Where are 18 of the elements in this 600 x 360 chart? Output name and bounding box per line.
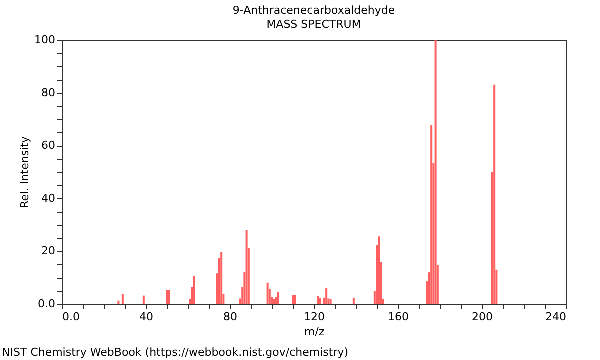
y-tick-label: 60 <box>42 139 56 152</box>
y-axis-title: Rel. Intensity <box>18 136 32 208</box>
x-tick-label: 160 <box>388 310 409 324</box>
x-tick-label: 40 <box>140 310 154 324</box>
x-tick-label: 0.0 <box>62 310 80 324</box>
text: NIST Chemistry WebBook (https://webbook.nist.gov/chemistry) <box>2 346 348 359</box>
chart-subtitle: MASS SPECTRUM <box>266 18 362 31</box>
x-tick-label: 240 <box>546 310 566 324</box>
y-tick-label: 40 <box>42 192 56 205</box>
y-tick-label: 100 <box>34 34 56 46</box>
x-tick-label: 120 <box>304 310 325 324</box>
x-axis-title: m/z <box>304 326 325 338</box>
chart-title: 9-Anthracenecarboxaldehyde <box>232 4 396 17</box>
x-tick-label: 200 <box>472 310 493 324</box>
y-tick-label: 20 <box>42 244 56 258</box>
y-tick-label: 80 <box>42 86 56 100</box>
y-tick-label: 0.0 <box>38 298 56 310</box>
x-tick-label: 80 <box>224 310 238 324</box>
